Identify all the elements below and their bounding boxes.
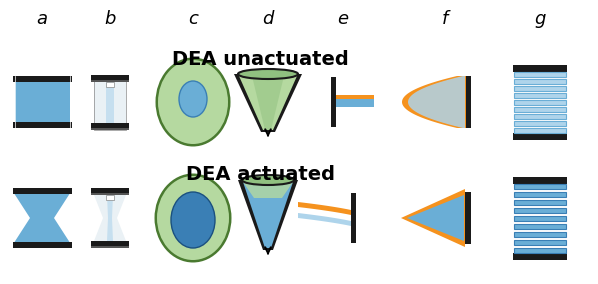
Polygon shape xyxy=(513,133,567,139)
Polygon shape xyxy=(407,195,464,241)
Polygon shape xyxy=(107,195,113,241)
Polygon shape xyxy=(465,76,471,128)
Ellipse shape xyxy=(154,174,231,262)
Polygon shape xyxy=(91,128,129,130)
Ellipse shape xyxy=(238,69,298,79)
Text: DEA unactuated: DEA unactuated xyxy=(172,50,349,69)
Polygon shape xyxy=(238,180,298,250)
Polygon shape xyxy=(408,76,465,128)
Polygon shape xyxy=(91,74,129,82)
Polygon shape xyxy=(402,76,466,128)
Ellipse shape xyxy=(157,176,229,260)
Polygon shape xyxy=(106,82,114,87)
Polygon shape xyxy=(336,95,374,100)
Polygon shape xyxy=(336,99,374,107)
Ellipse shape xyxy=(242,175,294,185)
Polygon shape xyxy=(465,192,471,244)
Polygon shape xyxy=(513,64,567,72)
Polygon shape xyxy=(514,208,566,212)
Polygon shape xyxy=(14,76,69,128)
Text: e: e xyxy=(337,10,349,28)
Polygon shape xyxy=(13,188,72,194)
Text: c: c xyxy=(188,10,198,28)
Polygon shape xyxy=(91,188,129,195)
Polygon shape xyxy=(514,183,566,189)
Text: f: f xyxy=(442,10,448,28)
Polygon shape xyxy=(514,224,566,229)
Polygon shape xyxy=(14,194,69,242)
Polygon shape xyxy=(243,182,293,198)
Polygon shape xyxy=(94,195,126,241)
Polygon shape xyxy=(514,120,566,126)
Polygon shape xyxy=(234,74,302,132)
Polygon shape xyxy=(401,189,465,247)
Polygon shape xyxy=(298,202,351,215)
Polygon shape xyxy=(514,99,566,105)
Polygon shape xyxy=(13,242,72,248)
Polygon shape xyxy=(91,80,129,82)
Text: DEA actuated: DEA actuated xyxy=(185,165,334,184)
Polygon shape xyxy=(239,76,297,130)
Polygon shape xyxy=(91,241,129,248)
Text: b: b xyxy=(104,10,115,28)
Polygon shape xyxy=(91,193,129,195)
Polygon shape xyxy=(514,128,566,133)
Polygon shape xyxy=(514,216,566,220)
Polygon shape xyxy=(514,191,566,197)
Polygon shape xyxy=(514,106,566,112)
Text: g: g xyxy=(534,10,546,28)
Polygon shape xyxy=(514,93,566,97)
Polygon shape xyxy=(514,72,566,76)
Ellipse shape xyxy=(155,57,230,147)
Polygon shape xyxy=(514,114,566,118)
Polygon shape xyxy=(243,182,293,248)
Text: a: a xyxy=(36,10,47,28)
Polygon shape xyxy=(514,247,566,252)
Polygon shape xyxy=(106,195,114,200)
Polygon shape xyxy=(13,76,72,82)
Polygon shape xyxy=(514,199,566,204)
Polygon shape xyxy=(513,176,567,183)
Polygon shape xyxy=(351,193,356,243)
Polygon shape xyxy=(106,74,114,130)
Text: d: d xyxy=(263,10,274,28)
Polygon shape xyxy=(252,76,284,130)
Polygon shape xyxy=(94,74,126,130)
Polygon shape xyxy=(91,246,129,248)
Polygon shape xyxy=(91,122,129,130)
Polygon shape xyxy=(514,78,566,83)
Polygon shape xyxy=(514,231,566,237)
Polygon shape xyxy=(298,213,351,226)
Ellipse shape xyxy=(179,81,207,117)
Polygon shape xyxy=(514,239,566,245)
Polygon shape xyxy=(513,252,567,260)
Ellipse shape xyxy=(171,192,215,248)
Ellipse shape xyxy=(158,60,228,144)
Polygon shape xyxy=(331,77,336,127)
Polygon shape xyxy=(13,122,72,128)
Polygon shape xyxy=(514,85,566,91)
